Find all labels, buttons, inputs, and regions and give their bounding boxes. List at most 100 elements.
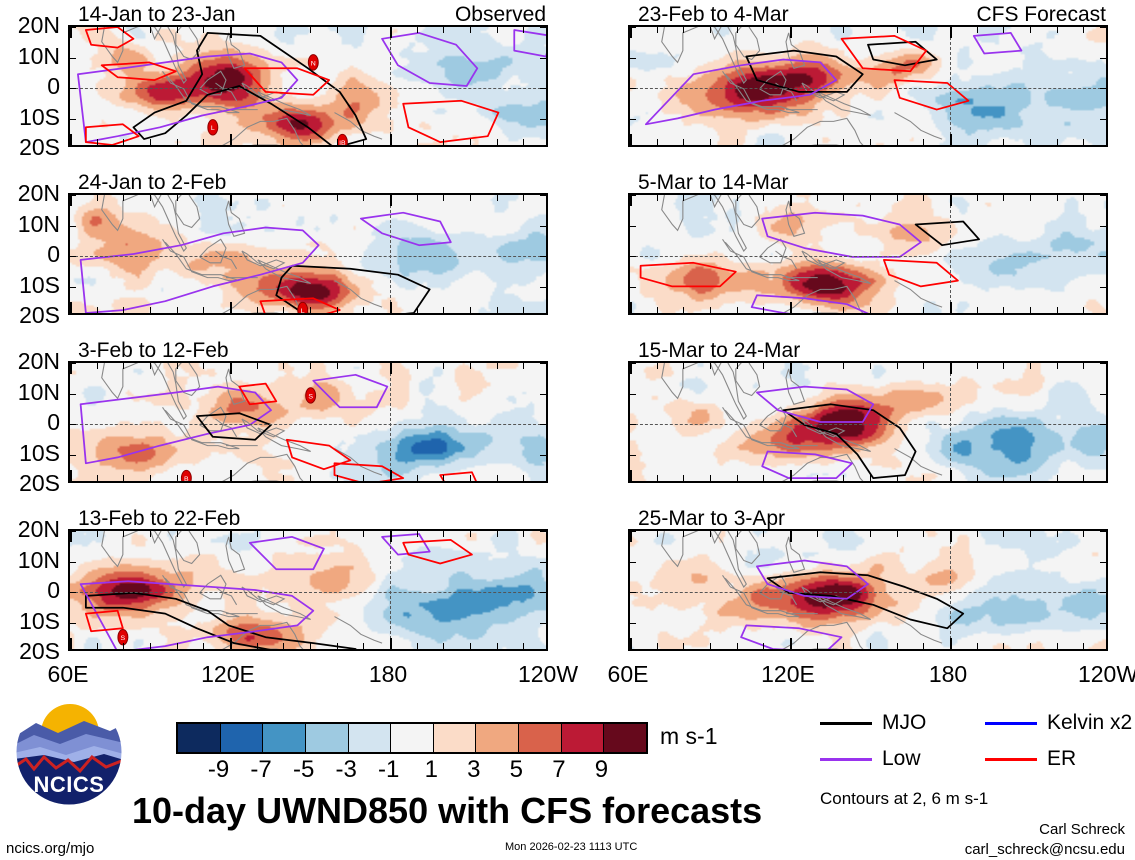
dateline — [390, 363, 391, 481]
wave-contour — [972, 32, 1023, 55]
wave-contour — [243, 67, 331, 96]
x-tick — [123, 139, 125, 145]
x-tick — [70, 134, 72, 145]
x-tick — [870, 139, 871, 145]
wave-contour — [84, 609, 124, 633]
x-tick — [523, 643, 525, 649]
x-tick — [1030, 195, 1031, 201]
map-panel: 15-Mar to 24-Mar — [628, 340, 1108, 483]
map-overlay: L — [79, 195, 452, 313]
x-tick — [683, 643, 685, 649]
y-tick — [70, 561, 76, 563]
equator-line — [630, 592, 1106, 593]
x-tick — [976, 363, 978, 369]
coastline — [101, 531, 187, 588]
x-tick — [176, 531, 178, 537]
legend-label-er: ER — [1047, 747, 1077, 770]
equator-line — [630, 424, 1106, 425]
x-tick — [256, 531, 258, 537]
coastline — [225, 200, 246, 237]
x-tick — [790, 134, 792, 145]
x-tick — [283, 363, 285, 369]
x-tick — [896, 195, 898, 201]
wave-contour — [402, 99, 500, 143]
x-tick — [203, 27, 205, 33]
tc-marker — [117, 628, 129, 646]
x-tick — [336, 475, 338, 481]
x-tick — [656, 643, 658, 649]
y-tick — [70, 454, 76, 456]
legend-line-er — [985, 758, 1037, 761]
wave-contour — [761, 450, 854, 479]
x-tick — [523, 475, 525, 481]
x-tick — [683, 363, 685, 369]
x-tick — [683, 195, 685, 201]
map-panel: 3-Feb to 12-Feb — [68, 340, 548, 483]
x-tick — [363, 27, 365, 33]
x-axis-label: 180 — [368, 661, 408, 687]
x-tick — [870, 475, 871, 481]
map-panel: 23-Feb to 4-Mar CFS Forecast — [628, 4, 1108, 147]
coastline — [817, 259, 871, 285]
y-tick — [70, 118, 76, 120]
ncics-logo — [15, 698, 123, 806]
column-header: Observed — [454, 3, 546, 26]
x-tick — [843, 643, 845, 649]
x-tick — [950, 638, 952, 649]
x-tick — [203, 363, 205, 369]
legend-line-low — [820, 758, 872, 761]
legend-line-mjo — [820, 722, 872, 725]
wave-contour — [513, 29, 546, 58]
x-tick — [763, 475, 765, 481]
x-tick — [283, 195, 285, 201]
coastline — [215, 418, 238, 438]
y-tick — [1100, 363, 1106, 364]
x-tick — [950, 363, 952, 374]
x-tick — [1056, 139, 1058, 145]
x-tick — [256, 643, 258, 649]
y-tick — [1100, 424, 1106, 425]
x-tick — [123, 531, 125, 537]
y-tick — [70, 622, 76, 624]
x-axis-label: 120W — [517, 661, 579, 687]
colorbar — [176, 722, 648, 754]
legend-label-low: Low — [882, 747, 921, 770]
x-tick — [70, 363, 72, 374]
wave-contour — [132, 32, 368, 145]
y-axis-label: 0 — [47, 73, 60, 99]
x-tick — [363, 643, 365, 649]
x-tick — [816, 307, 818, 313]
wave-contour — [402, 539, 473, 565]
y-tick — [70, 256, 76, 257]
y-tick — [1100, 195, 1106, 196]
x-tick — [683, 531, 685, 537]
colorbar-tick-label: 9 — [594, 756, 609, 783]
x-tick — [1003, 27, 1005, 33]
panel-plot-area — [628, 529, 1108, 651]
equator-line — [70, 592, 546, 593]
tc-marker-label: B — [184, 476, 189, 481]
wave-contour — [840, 35, 928, 73]
y-tick — [1100, 118, 1106, 120]
y-tick — [70, 225, 76, 227]
coastline — [759, 70, 787, 96]
y-tick — [630, 88, 636, 89]
x-tick — [630, 302, 632, 313]
x-tick — [363, 475, 365, 481]
coastline — [175, 195, 201, 229]
panel-plot-area — [628, 361, 1108, 483]
x-tick — [230, 134, 232, 145]
panel-plot-area: N L IB — [68, 25, 548, 147]
x-tick — [70, 195, 72, 206]
colorbar-swatch — [219, 724, 263, 752]
coastline — [782, 621, 864, 649]
x-tick — [283, 475, 285, 481]
x-tick — [150, 195, 151, 201]
x-tick — [843, 363, 845, 369]
coastline — [149, 27, 162, 41]
x-tick — [790, 302, 792, 313]
coastline — [175, 363, 201, 397]
x-tick — [256, 363, 258, 369]
x-tick — [1083, 139, 1085, 145]
coastline — [782, 285, 864, 313]
